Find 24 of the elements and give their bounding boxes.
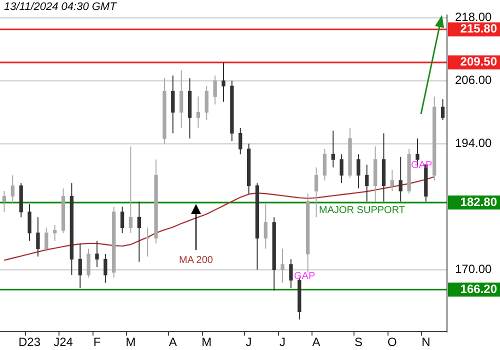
x-tick-label: A — [312, 335, 320, 350]
ref-line-label: 209.50 — [460, 54, 498, 69]
ref-line-label: 166.20 — [460, 282, 498, 296]
ref-line-label: 215.80 — [460, 22, 498, 36]
annotation: MAJOR SUPPORT — [319, 204, 405, 216]
chart-title: 13/11/2024 04:30 GMT — [4, 1, 118, 14]
x-tick-label: N — [422, 335, 430, 350]
ref-line-label: 182.80 — [460, 194, 498, 209]
x-tick-label: S — [354, 335, 362, 350]
annotation: GAP — [294, 270, 316, 282]
x-tick-label: J24 — [54, 335, 74, 350]
x-tick-label: D23 — [18, 335, 41, 350]
x-tick-label: A — [168, 335, 177, 350]
y-tick-label: 218.00 — [455, 10, 492, 24]
y-tick-label: 170.00 — [455, 262, 492, 276]
x-tick-label: M — [126, 335, 136, 350]
x-tick-label: F — [93, 335, 101, 350]
y-tick-label: 206.00 — [455, 73, 492, 88]
x-tick-label: J — [280, 335, 286, 350]
x-tick-label: M — [202, 335, 212, 350]
x-tick-label: J — [246, 335, 252, 350]
x-tick-label: O — [388, 335, 397, 350]
y-tick-label: 194.00 — [455, 136, 492, 150]
text: MA 200 — [179, 254, 214, 266]
